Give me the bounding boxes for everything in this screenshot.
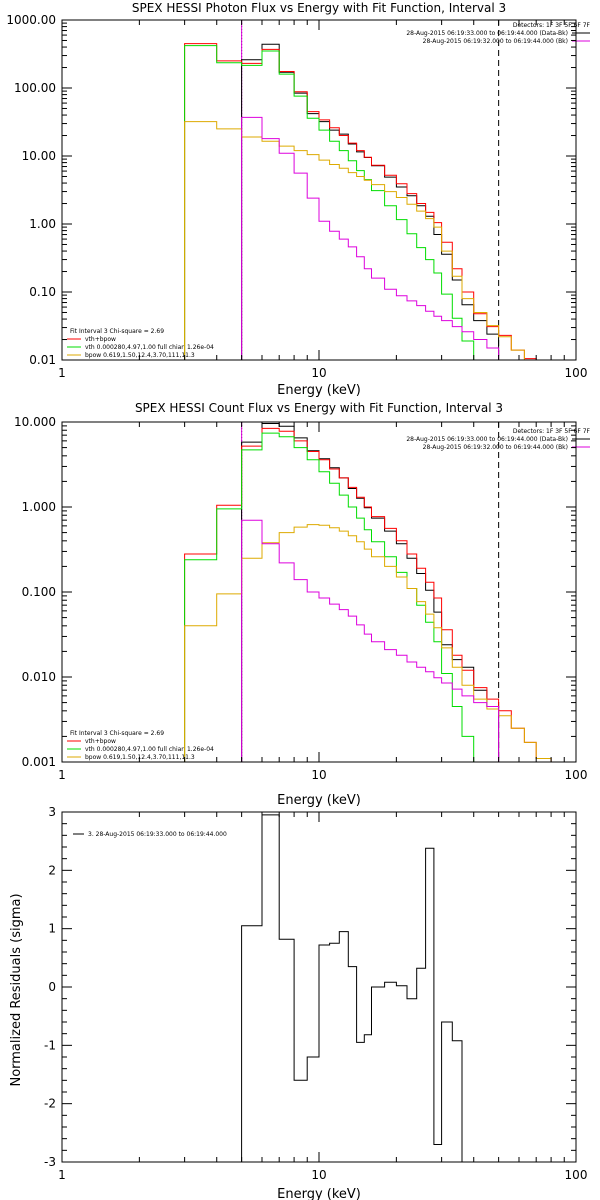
residual-y-tick-label: -1 [44, 1038, 56, 1052]
residuals-xlabel: Energy (keV) [277, 1187, 361, 1200]
count-series-data-bk-line [241, 423, 500, 762]
count-series-bk-line [241, 519, 500, 762]
photon-flux-panel: SPEX HESSI Photon Flux vs Energy with Fi… [6, 1, 590, 398]
photon-fit-bpow: bpow 0.619,1.50,12.4,3.70,111,11.3 [85, 352, 195, 359]
photon-y-tick-label: 10.00 [22, 149, 56, 163]
count-y-tick-label: 10.000 [14, 415, 56, 429]
count-flux-legend: Detectors: 1F 3F 5F 6F 7F 28-Aug-2015 06… [406, 428, 590, 451]
photon-fit-vth: vth 0.000280,4.97,1.00 full chian 1.26e-… [85, 344, 214, 351]
residual-y-tick-label: 0 [48, 980, 56, 994]
count-series-vth-bpow-line [184, 427, 552, 762]
residual-series-residuals-line [241, 814, 463, 1162]
photon-fit-total: vth+bpow [85, 336, 116, 343]
count-legend-bk: 28-Aug-2015 06:19:32.000 to 06:19:44.000… [423, 444, 568, 451]
photon-series-vth-bpow-line [184, 43, 537, 360]
count-fit-vth: vth 0.000280,4.97,1.00 full chian 1.26e-… [85, 746, 214, 753]
photon-y-tick-label: 0.01 [29, 353, 56, 367]
residuals-legend-text: 3. 28-Aug-2015 06:19:33.000 to 06:19:44.… [88, 831, 227, 838]
photon-y-tick-label: 100.00 [14, 81, 56, 95]
count-series-vth-line [184, 432, 552, 762]
photon-x-tick-label: 10 [311, 366, 326, 380]
count-fit-total: vth+bpow [85, 738, 116, 745]
photon-flux-fit-legend: Fit Interval 3 Chi-square = 2.69 vth+bpo… [67, 328, 214, 359]
count-legend-detectors: Detectors: 1F 3F 5F 6F 7F [513, 428, 591, 435]
count-x-tick-label: 100 [565, 768, 588, 782]
photon-series-bk-line [241, 116, 500, 360]
photon-flux-xlabel: Energy (keV) [277, 383, 361, 398]
residual-y-tick-label: 3 [48, 805, 56, 819]
count-series-bpow-line [184, 524, 552, 762]
photon-flux-legend: Detectors: 1F 3F 5F 6F 7F 28-Aug-2015 06… [406, 22, 590, 45]
residuals-ylabel: Normalized Residuals (sigma) [9, 893, 24, 1086]
count-y-tick-label: 0.100 [22, 585, 56, 599]
photon-legend-bk: 28-Aug-2015 06:19:32.000 to 06:19:44.000… [423, 38, 568, 45]
residual-x-tick-label: 100 [565, 1168, 588, 1182]
photon-legend-detectors: Detectors: 1F 3F 5F 6F 7F [513, 22, 591, 29]
photon-y-tick-label: 1.00 [29, 217, 56, 231]
photon-fit-header: Fit Interval 3 Chi-square = 2.69 [70, 328, 164, 335]
photon-flux-title: SPEX HESSI Photon Flux vs Energy with Fi… [132, 1, 506, 15]
residual-y-tick-label: -3 [44, 1155, 56, 1169]
residual-x-tick-label: 10 [311, 1168, 326, 1182]
count-fit-header: Fit Interval 3 Chi-square = 2.69 [70, 730, 164, 737]
residual-y-tick-label: 2 [48, 863, 56, 877]
count-flux-title: SPEX HESSI Count Flux vs Energy with Fit… [135, 401, 503, 415]
photon-y-tick-label: 0.10 [29, 285, 56, 299]
count-flux-fit-legend: Fit Interval 3 Chi-square = 2.69 vth+bpo… [67, 730, 214, 761]
count-flux-panel: SPEX HESSI Count Flux vs Energy with Fit… [14, 401, 591, 808]
photon-x-tick-label: 1 [58, 366, 66, 380]
count-y-tick-label: 0.001 [22, 755, 56, 769]
photon-series-vth-line [184, 45, 537, 360]
count-legend-data-bk: 28-Aug-2015 06:19:33.000 to 06:19:44.000… [406, 436, 568, 443]
count-x-tick-label: 1 [58, 768, 66, 782]
photon-legend-data-bk: 28-Aug-2015 06:19:33.000 to 06:19:44.000… [406, 30, 568, 37]
count-y-tick-label: 1.000 [22, 500, 56, 514]
residuals-legend: 3. 28-Aug-2015 06:19:33.000 to 06:19:44.… [73, 831, 227, 838]
residuals-panel: Energy (keV) Normalized Residuals (sigma… [9, 805, 587, 1200]
residual-y-tick-label: 1 [48, 922, 56, 936]
count-y-tick-label: 0.010 [22, 670, 56, 684]
count-fit-bpow: bpow 0.619,1.50,12.4,3.70,111,11.3 [85, 754, 195, 761]
photon-series-bpow-line [184, 121, 537, 360]
count-flux-xlabel: Energy (keV) [277, 793, 361, 808]
residual-y-tick-label: -2 [44, 1097, 56, 1111]
photon-y-tick-label: 1000.00 [6, 13, 56, 27]
photon-x-tick-label: 100 [565, 366, 588, 380]
count-x-tick-label: 10 [311, 768, 326, 782]
residual-x-tick-label: 1 [58, 1168, 66, 1182]
